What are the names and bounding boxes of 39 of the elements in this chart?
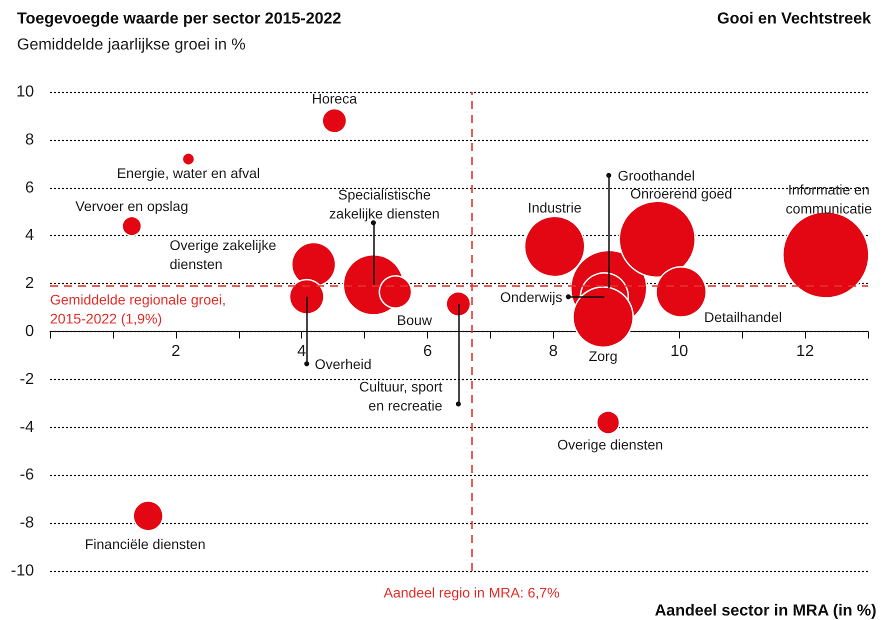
x-tick-label: 4 (297, 343, 306, 360)
annotation: Bouw (396, 312, 433, 328)
x-tick-label: 10 (670, 343, 688, 360)
annotation: Vervoer en opslag (75, 198, 188, 214)
y-tick-label: -2 (20, 370, 34, 388)
annotation: Zorg (588, 348, 618, 364)
annotation: Overige zakelijke diensten (170, 236, 276, 272)
ref-line-label: Aandeel regio in MRA: 6,7% (384, 584, 560, 600)
x-tick-label: 6 (423, 343, 432, 360)
text: Gooi en Vechtstreek (717, 10, 872, 28)
annotation: Industrie (528, 199, 582, 216)
chart-subtitle: Gemiddelde jaarlijkse groei in % (17, 36, 246, 54)
ref-line-label: Gemiddelde regionale groei, 2015-2022 (1,9%) (50, 291, 226, 326)
y-tick-label: 6 (25, 179, 34, 196)
x-tick-label: 2 (171, 343, 180, 360)
y-tick-label: -4 (20, 418, 34, 436)
annotation: Specialistische zakelijke diensten (329, 186, 440, 222)
y-tick-label: 10 (16, 84, 34, 100)
annotation: Detailhandel (704, 308, 782, 325)
annotation: Horeca (312, 90, 358, 107)
annotation: Overige diensten (557, 436, 664, 453)
annotation: Financiële diensten (84, 536, 206, 552)
y-tick-label: -6 (20, 466, 34, 484)
annotation: Energie, water en afval (116, 165, 260, 182)
annotation: Onroerend goed (630, 185, 732, 202)
y-tick-label: -8 (20, 514, 34, 532)
y-tick-label: 0 (25, 323, 34, 340)
y-tick-label: 4 (25, 227, 34, 244)
x-axis-title: Aandeel sector in MRA (in %) (654, 602, 876, 620)
y-tick-label: 8 (25, 131, 34, 148)
chart-title: Toegevoegde waarde per sector 2015-2022 (17, 10, 342, 28)
annotation: Onderwijs (500, 288, 562, 305)
x-tick-label: 8 (548, 343, 558, 360)
annotation: Overheid (314, 356, 372, 372)
y-tick-label: 2 (25, 275, 34, 292)
annotation: Groothandel (618, 167, 695, 184)
y-tick-label: -10 (10, 562, 34, 580)
x-tick-label: 12 (796, 343, 814, 360)
annotation: Cultuur, sport en recreatie (359, 378, 443, 414)
